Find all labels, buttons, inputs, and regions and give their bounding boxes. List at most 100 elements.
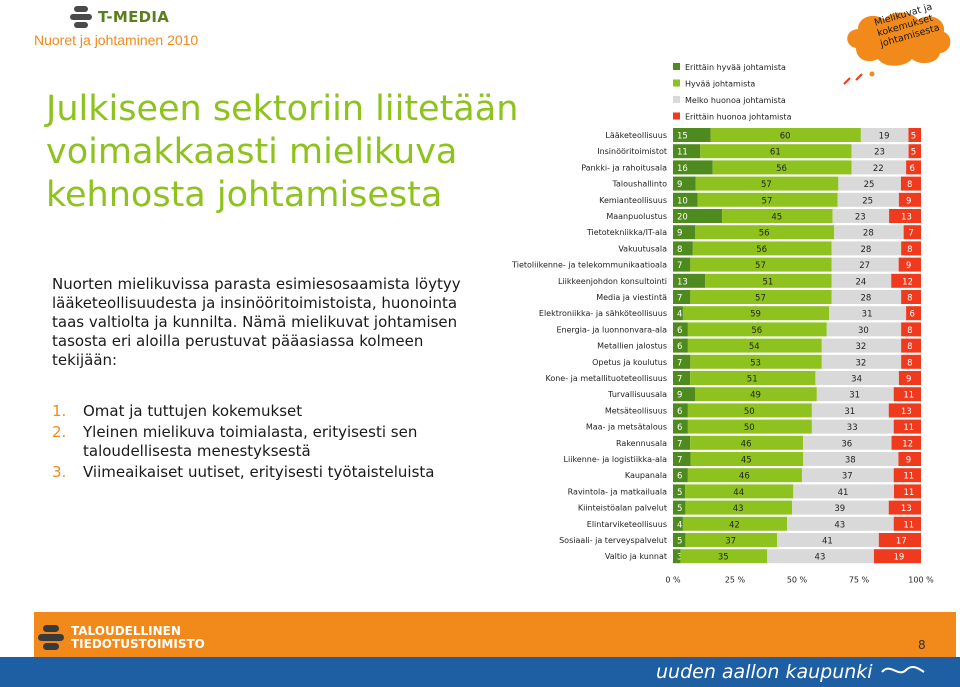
data-label: 8 <box>907 358 912 368</box>
data-label: 54 <box>749 342 760 352</box>
bar-segment <box>908 128 921 142</box>
bar-segment <box>673 549 681 564</box>
data-label: 9 <box>677 229 682 239</box>
bar-segment <box>673 387 696 402</box>
bar-segment <box>898 452 921 466</box>
data-label: 57 <box>761 180 772 190</box>
bar-segment <box>893 387 921 402</box>
bar-segment <box>834 225 904 240</box>
bar-segment <box>705 273 832 288</box>
category-label: Turvallisuusala <box>607 390 667 399</box>
legend-swatch <box>673 112 680 120</box>
bar-segment <box>673 371 691 385</box>
category-label: Metsäteollisuus <box>605 406 667 415</box>
bar-segment <box>792 500 889 515</box>
bar-segment <box>673 209 723 223</box>
category-label: Opetus ja koulutus <box>592 358 667 367</box>
bar-segment <box>673 128 711 142</box>
data-label: 3 <box>677 553 682 563</box>
data-label: 30 <box>858 326 869 336</box>
factor-list: 1. Omat ja tuttujen kokemukset 2. Yleinen … <box>52 402 482 484</box>
list-text: Omat ja tuttujen kokemukset <box>83 402 303 420</box>
category-label: Metallien jalostus <box>597 342 667 351</box>
legend-label: Erittäin hyvää johtamista <box>685 63 786 72</box>
data-label: 9 <box>906 375 911 385</box>
category-label: Kaupanala <box>625 471 667 480</box>
data-label: 45 <box>741 456 752 466</box>
category-label: Rakennusala <box>616 439 667 448</box>
bar-segment <box>695 176 839 191</box>
data-label: 7 <box>677 375 682 385</box>
category-label: Maa- ja metsätalous <box>586 423 667 432</box>
tagline: uuden aallon kaupunki <box>656 661 873 683</box>
data-label: 56 <box>751 326 762 336</box>
legend-swatch <box>673 96 680 103</box>
data-label: 44 <box>733 488 744 498</box>
list-text: Yleinen mielikuva toimialasta, erityises… <box>83 423 418 460</box>
bar-segment <box>831 290 902 304</box>
category-label: Valtio ja kunnat <box>605 552 667 561</box>
bar-segment <box>873 549 921 564</box>
data-label: 11 <box>903 488 914 498</box>
bar-segment <box>906 306 921 321</box>
bar-segment <box>888 500 921 515</box>
data-label: 8 <box>907 342 912 352</box>
data-label: 28 <box>863 229 874 239</box>
bar-segment <box>901 241 921 256</box>
data-label: 5 <box>911 132 916 142</box>
data-label: 60 <box>780 132 791 142</box>
data-label: 20 <box>677 213 688 223</box>
data-label: 7 <box>677 261 682 271</box>
bar-segment <box>898 257 921 272</box>
bar-segment <box>722 209 833 223</box>
bar-segment <box>901 354 921 369</box>
bar-segment <box>801 468 894 483</box>
data-label: 5 <box>911 148 916 158</box>
bar-segment <box>712 160 852 175</box>
data-label: 24 <box>855 277 866 287</box>
bar-segment <box>673 500 686 515</box>
data-label: 25 <box>864 180 875 190</box>
data-label: 8 <box>907 245 912 255</box>
bar-segment <box>811 403 889 418</box>
data-label: 50 <box>744 407 755 417</box>
x-tick-label: 50 % <box>787 575 808 584</box>
bar-segment <box>893 516 921 531</box>
bar-segment <box>898 371 921 385</box>
data-label: 61 <box>770 148 781 158</box>
footer-org-line: TALOUDELLINEN <box>71 624 181 638</box>
bar-segment <box>673 338 688 353</box>
x-tick-label: 25 % <box>725 575 746 584</box>
data-label: 7 <box>677 439 682 449</box>
legend-swatch <box>673 63 680 70</box>
wave-icon <box>881 665 925 674</box>
data-label: 31 <box>862 310 873 320</box>
bar-segment <box>690 257 832 272</box>
bar-segment <box>700 144 852 159</box>
bar-segment <box>832 209 890 223</box>
bar-segment <box>837 192 899 207</box>
headline-line: kehnosta johtamisesta <box>46 175 443 215</box>
data-label: 22 <box>873 164 884 174</box>
data-label: 57 <box>755 261 766 271</box>
list-item: 1. Omat ja tuttujen kokemukset <box>52 402 482 421</box>
data-label: 38 <box>845 456 856 466</box>
data-label: 5 <box>677 488 682 498</box>
bar-segment <box>673 192 698 207</box>
data-label: 9 <box>677 391 682 401</box>
bar-segment <box>673 273 706 288</box>
bar-segment <box>690 354 822 369</box>
bar-segment <box>673 225 696 240</box>
bar-segment <box>811 419 894 434</box>
management-image-chart: Erittäin hyvää johtamista Hyvää johtamist… <box>511 63 934 584</box>
bar-segment <box>878 533 921 547</box>
bar-segment <box>687 403 812 418</box>
bar-segment <box>673 176 696 191</box>
data-label: 41 <box>838 488 849 498</box>
bar-segment <box>673 516 683 531</box>
bar-segment <box>673 452 691 466</box>
data-label: 4 <box>677 520 682 530</box>
bar-segment <box>695 387 817 402</box>
data-label: 37 <box>842 472 853 482</box>
category-label: Sosiaali- ja terveyspalvelut <box>559 536 667 545</box>
